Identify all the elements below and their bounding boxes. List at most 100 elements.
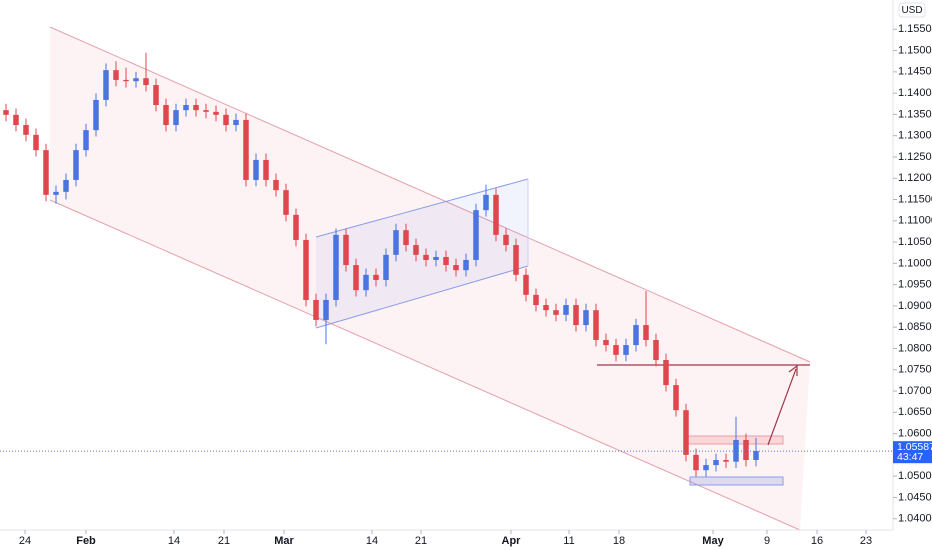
y-tick-label: 1.15000 <box>898 44 932 56</box>
candle-body <box>323 299 329 320</box>
candle-body <box>363 274 369 291</box>
candle-body <box>143 78 149 86</box>
candle-body <box>83 130 89 151</box>
candle-body <box>603 339 609 346</box>
candle-body <box>213 111 219 115</box>
candle-body <box>353 265 359 291</box>
candle-body <box>473 210 479 260</box>
candle-body <box>233 119 239 126</box>
y-tick-label: 1.09500 <box>898 279 932 291</box>
arrow-head <box>788 364 798 376</box>
currency-badge[interactable] <box>898 2 926 18</box>
candle-body <box>43 150 49 195</box>
candle-body <box>753 451 759 460</box>
candle-body <box>103 70 109 100</box>
support-zone <box>689 476 784 486</box>
candle-body <box>23 125 29 135</box>
channel-upper <box>49 26 811 363</box>
y-tick-label: 1.14500 <box>898 66 932 78</box>
candle-body <box>543 305 549 311</box>
countdown: 43:47 <box>897 451 923 463</box>
time-axis-bg <box>0 530 932 550</box>
y-tick-label: 1.07500 <box>898 364 932 376</box>
candle-body <box>463 259 469 271</box>
candle-body <box>123 79 129 82</box>
candle-body <box>623 345 629 355</box>
y-tick-label: 1.13000 <box>898 130 932 142</box>
overlay <box>767 364 798 446</box>
candle-body <box>203 110 209 112</box>
channel-fill <box>50 27 810 530</box>
candle-body <box>53 191 59 195</box>
candle-body <box>253 159 259 180</box>
candle-body <box>503 234 509 246</box>
candle-body <box>443 256 449 266</box>
candle-body <box>523 274 529 295</box>
candle-body <box>713 459 719 466</box>
y-tick-label: 1.06500 <box>898 406 932 418</box>
candle-body <box>333 234 339 300</box>
candle-body <box>393 230 399 255</box>
candle-body <box>483 194 489 211</box>
candle-body <box>263 159 269 180</box>
price-axis-bg <box>893 0 932 550</box>
candle-body <box>683 410 689 455</box>
candle-body <box>383 254 389 280</box>
candle-body <box>153 85 159 106</box>
candle-body <box>643 325 649 340</box>
candle-body <box>633 325 639 346</box>
x-tick-label: May <box>702 535 724 547</box>
candle-body <box>593 310 599 340</box>
candle-body <box>183 105 189 111</box>
candle-body <box>743 439 749 460</box>
y-tick-label: 1.07000 <box>898 385 932 397</box>
candle-body <box>493 194 499 235</box>
x-tick-label: 16 <box>811 535 823 547</box>
candle-body <box>533 294 539 306</box>
channel-lower <box>49 199 801 531</box>
candle-body <box>423 254 429 260</box>
candle-body <box>243 119 249 180</box>
y-tick-label: 1.10500 <box>898 236 932 248</box>
candle-body <box>693 454 699 471</box>
y-tick-label: 1.09000 <box>898 300 932 312</box>
candle-body <box>313 299 319 320</box>
y-tick-label: 1.12000 <box>898 172 932 184</box>
flag-lower <box>315 265 529 329</box>
y-tick-label: 1.14000 <box>898 87 932 99</box>
candle-body <box>173 110 179 126</box>
currency[interactable]: USD <box>901 5 922 16</box>
x-tick-label: 11 <box>563 535 574 547</box>
y-tick-label: 1.15500 <box>898 23 932 35</box>
x-tick-label: Feb <box>76 535 96 547</box>
y-tick-label: 1.08000 <box>898 342 932 354</box>
x-tick-label: 21 <box>218 535 230 547</box>
y-tick-label: 1.04500 <box>898 491 932 503</box>
candles <box>3 52 759 477</box>
candle-body <box>303 239 309 300</box>
y-tick-label: 1.08500 <box>898 321 932 333</box>
candle-body <box>3 110 9 115</box>
y-tick-label: 1.04000 <box>898 513 932 525</box>
candle-body <box>13 114 19 126</box>
candle-body <box>283 190 289 215</box>
candle-body <box>413 245 419 255</box>
candle-body <box>723 459 729 462</box>
candle-body <box>553 310 559 315</box>
candle-body <box>563 305 569 315</box>
x-tick-label: 24 <box>19 535 31 547</box>
candle-body <box>573 305 579 326</box>
x-tick-label: 21 <box>415 535 427 547</box>
axes: 1.040001.045001.050001.055001.060001.065… <box>0 23 932 547</box>
y-tick-label: 1.11000 <box>898 215 932 227</box>
candle-body <box>113 70 119 80</box>
x-tick-label: 14 <box>366 535 378 547</box>
candle-body <box>73 150 79 180</box>
candle-body <box>653 339 659 360</box>
y-tick-label: 1.11500 <box>898 193 932 205</box>
candle-body <box>403 230 409 246</box>
candle-body <box>613 345 619 355</box>
last-price-label: 1.05587 <box>897 441 932 453</box>
y-tick-label: 1.12500 <box>898 151 932 163</box>
